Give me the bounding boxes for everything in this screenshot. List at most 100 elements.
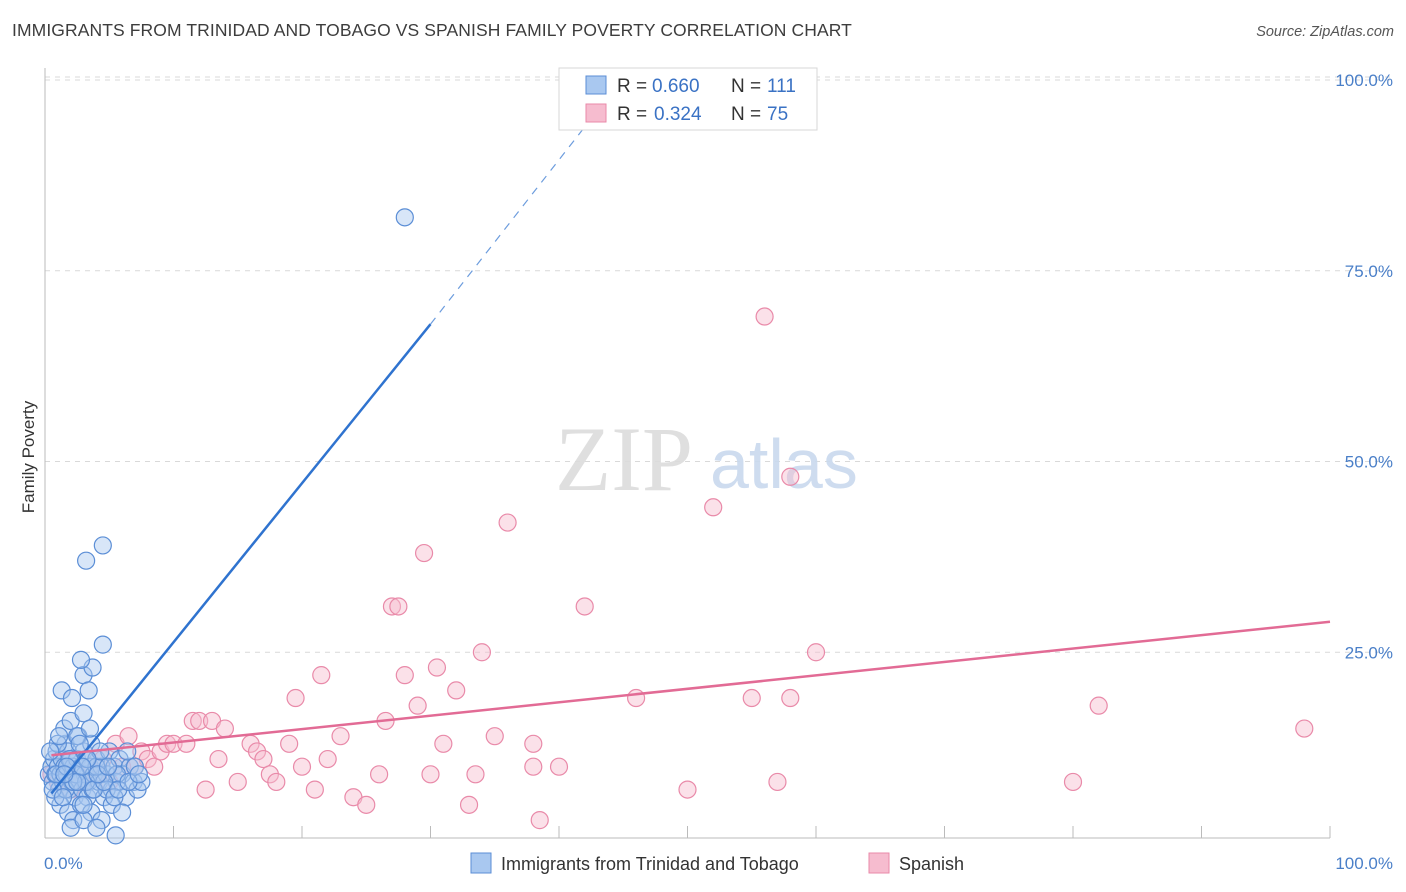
trinidad-point: [62, 688, 82, 708]
series-legend-swatch-blue: [470, 852, 492, 874]
legend-swatch-blue: [585, 75, 607, 95]
spanish-point: [305, 780, 324, 799]
spanish-point: [459, 795, 479, 814]
spanish-point: [228, 772, 247, 792]
spanish-point: [145, 757, 164, 776]
spanish-point: [260, 765, 279, 784]
spanish-point: [254, 749, 273, 769]
legend-n-label-pink: N =: [731, 104, 761, 125]
spanish-point: [472, 643, 491, 662]
y-tick-label-25: 25.0%: [1345, 643, 1393, 662]
y-axis-title: Family Poverty: [19, 400, 38, 513]
spanish-point: [755, 307, 774, 326]
legend-swatch-pink: [585, 103, 607, 123]
trinidad-point: [84, 780, 103, 799]
legend-n-value-pink: 75: [767, 104, 788, 125]
spanish-point: [414, 543, 434, 563]
y-tick-labels: 25.0% 50.0% 75.0% 100.0%: [1335, 71, 1393, 662]
spanish-point: [781, 467, 800, 486]
spanish-point: [498, 513, 517, 532]
trinidad-point: [48, 734, 67, 753]
trinidad-trend-line: [50, 323, 432, 795]
spanish-point: [704, 498, 723, 517]
legend-n-label-blue: N =: [731, 76, 761, 97]
legend-r-label-pink: R =: [617, 104, 647, 125]
spanish-point: [806, 643, 826, 662]
spanish-point: [408, 696, 427, 715]
spanish-point: [421, 765, 440, 784]
spanish-point: [524, 757, 543, 776]
y-tick-label-75: 75.0%: [1345, 262, 1393, 281]
series-legend-label-pink: Spanish: [899, 854, 964, 874]
spanish-point: [370, 765, 389, 784]
trinidad-point: [106, 826, 125, 845]
series-legend-swatch-pink: [868, 852, 890, 874]
trinidad-point: [93, 635, 112, 654]
trinidad-point: [109, 780, 128, 799]
trinidad-point: [47, 765, 66, 784]
spanish-point: [292, 757, 312, 776]
trinidad-point: [71, 650, 91, 669]
trinidad-point: [119, 772, 138, 792]
watermark: ZIP atlas: [555, 408, 858, 510]
watermark-zip: ZIP: [555, 408, 693, 510]
spanish-point: [209, 749, 228, 769]
trinidad-point: [98, 757, 118, 776]
legend-n-value-blue: 111: [767, 76, 796, 97]
spanish-point: [318, 749, 337, 769]
spanish-point: [485, 727, 504, 746]
watermark-atlas: atlas: [710, 425, 858, 503]
trinidad-trend-extension: [430, 110, 599, 325]
spanish-point: [395, 666, 414, 685]
trinidad-points: [39, 208, 414, 845]
spanish-point: [524, 734, 543, 753]
spanish-point: [267, 772, 286, 792]
spanish-point: [447, 681, 466, 700]
spanish-point: [1063, 772, 1083, 792]
legend-r-value-blue: 0.660: [652, 76, 700, 97]
spanish-point: [427, 658, 447, 677]
trinidad-point: [79, 681, 98, 700]
gridlines: [45, 76, 1393, 653]
spanish-point: [215, 719, 234, 738]
spanish-point: [331, 727, 350, 746]
spanish-point: [119, 727, 138, 746]
x-tick-label-min: 0.0%: [44, 854, 83, 873]
y-tick-label-100: 100.0%: [1335, 71, 1393, 90]
spanish-trend-line: [51, 620, 1331, 757]
spanish-point: [742, 688, 761, 708]
spanish-point: [389, 597, 408, 616]
trinidad-point: [87, 818, 106, 837]
trinidad-point: [50, 727, 69, 746]
trinidad-point: [74, 795, 93, 814]
trinidad-point: [112, 803, 132, 822]
spanish-point: [183, 711, 202, 731]
legend-r-label-blue: R =: [617, 76, 647, 97]
trinidad-point: [95, 772, 114, 792]
correlation-legend: R = 0.660 N = 111 R = 0.324 N = 75: [558, 67, 818, 131]
trend-lines: [50, 110, 1331, 795]
spanish-point: [768, 772, 787, 792]
spanish-point: [286, 688, 305, 708]
x-tick-label-max: 100.0%: [1335, 854, 1393, 873]
series-legend: Immigrants from Trinidad and Tobago Span…: [470, 852, 964, 874]
spanish-point: [280, 734, 299, 753]
y-tick-label-50: 50.0%: [1345, 453, 1393, 472]
trinidad-point: [395, 208, 414, 227]
spanish-point: [1089, 696, 1108, 715]
trinidad-point: [77, 551, 96, 570]
trinidad-point: [74, 704, 93, 723]
spanish-point: [575, 597, 594, 616]
spanish-point: [530, 811, 549, 830]
series-legend-label-blue: Immigrants from Trinidad and Tobago: [501, 854, 799, 874]
spanish-point: [196, 780, 215, 799]
spanish-point: [382, 597, 402, 616]
spanish-point: [549, 757, 569, 776]
spanish-point: [466, 765, 485, 784]
spanish-point: [312, 666, 331, 685]
trinidad-point: [129, 765, 148, 784]
trinidad-point: [88, 765, 107, 784]
trinidad-point: [52, 681, 71, 700]
trinidad-point: [53, 788, 73, 807]
